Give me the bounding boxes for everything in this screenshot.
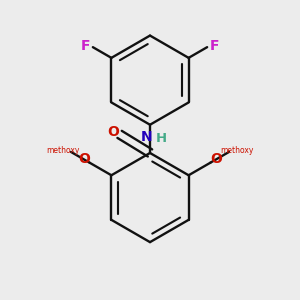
Text: F: F	[80, 39, 90, 53]
Text: methoxy: methoxy	[46, 146, 80, 155]
Text: O: O	[78, 152, 90, 166]
Text: methoxy: methoxy	[220, 146, 254, 155]
Text: O: O	[210, 152, 222, 166]
Text: O: O	[107, 125, 119, 139]
Text: F: F	[210, 39, 220, 53]
Text: N: N	[141, 130, 153, 144]
Text: H: H	[156, 132, 167, 146]
